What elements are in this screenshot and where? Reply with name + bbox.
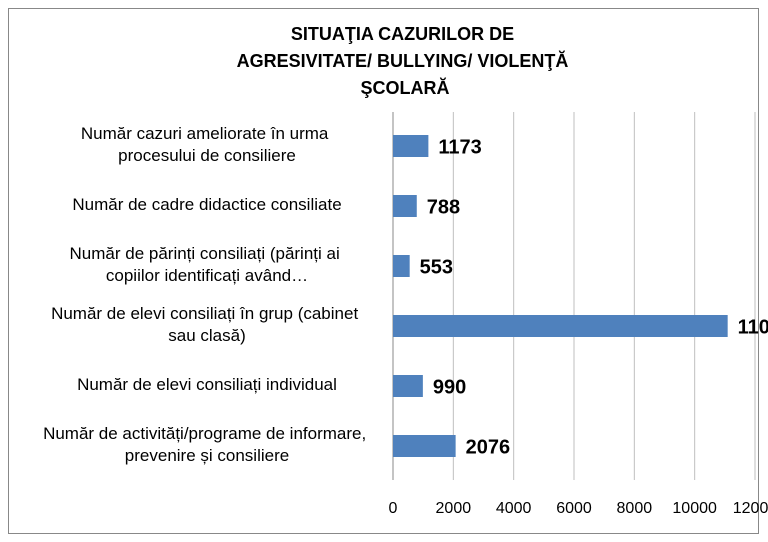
bar [393,315,728,337]
value-label: 788 [427,196,460,218]
y-tick-label: Număr de elevi consiliați individual [77,375,337,394]
x-tick-label: 12000 [733,500,768,517]
value-label: 990 [433,376,466,398]
y-tick-label: Număr cazuri ameliorate în urma procesul… [81,124,333,165]
bar [393,135,429,157]
x-tick-label: 0 [389,500,398,517]
x-tick-label: 8000 [617,500,653,517]
value-label: 11094 [738,316,768,338]
x-tick-label: 4000 [496,500,532,517]
value-label: 553 [420,256,453,278]
chart-frame [8,8,759,534]
y-tick-label: Număr de activități/programe de informar… [43,424,371,465]
value-label: 1173 [438,136,481,158]
bar [393,255,410,277]
x-tick-label: 10000 [672,500,717,517]
y-tick-label: Număr de elevi consiliați în grup (cabin… [51,304,363,345]
bar [393,435,456,457]
y-tick-label: Număr de cadre didactice consiliate [72,195,341,214]
y-tick-label: Număr de părinți consiliați (părinți ai … [70,244,345,285]
x-tick-label: 6000 [556,500,592,517]
value-label: 2076 [466,436,511,458]
chart-title: SITUAŢIA CAZURILOR DE AGRESIVITATE/ BULL… [237,24,574,98]
bar [393,195,417,217]
bar [393,375,423,397]
x-tick-label: 2000 [436,500,472,517]
